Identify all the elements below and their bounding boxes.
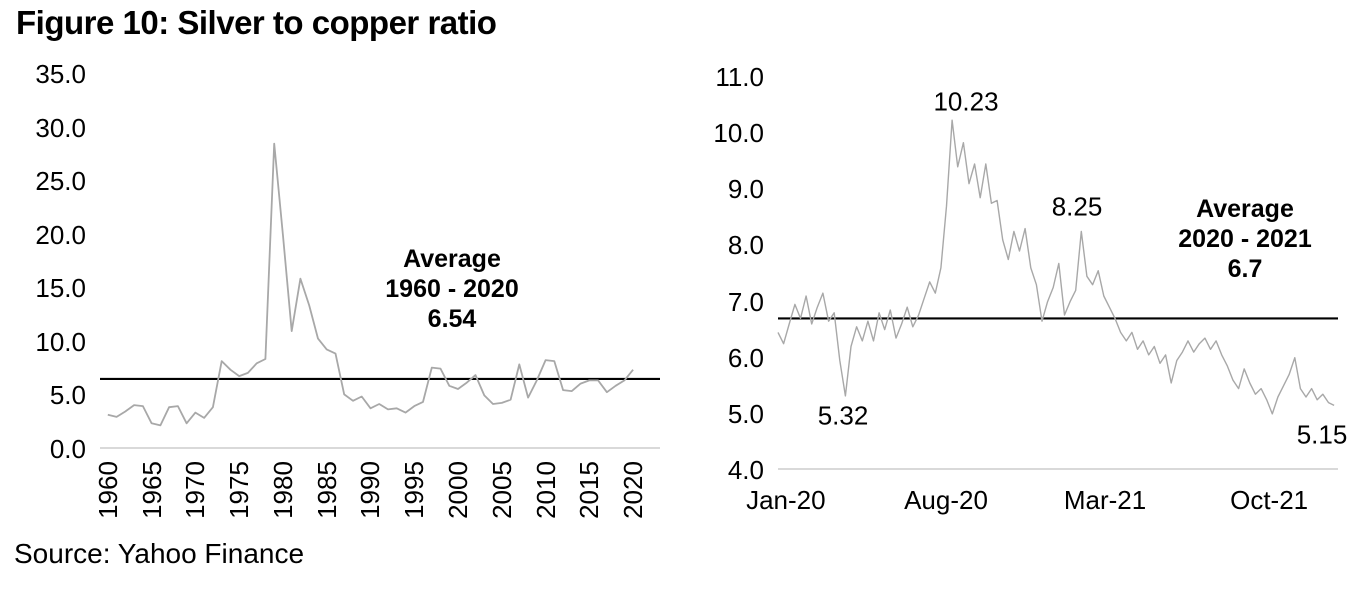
figure-title: Figure 10: Silver to copper ratio [16,4,497,41]
x-tick-label-left: 2005 [486,461,517,519]
x-tick-label-right: Oct-21 [1230,485,1309,515]
average-annotation-line: 1960 - 2020 [385,275,519,303]
x-tick-label-left: 1995 [399,461,430,519]
y-tick-label-left: 30.0 [35,112,86,143]
y-tick-label-right: 11.0 [715,62,764,92]
y-tick-label-left: 0.0 [49,434,86,464]
x-tick-label-left: 1965 [136,461,167,519]
source-note: Source: Yahoo Finance [14,538,305,569]
x-tick-label-left: 2015 [574,461,605,519]
average-annotation-line: Average [403,245,501,273]
y-tick-label-right: 5.0 [727,398,764,429]
average-annotation-line: 6.54 [427,305,477,333]
x-tick-label-right: Aug-20 [904,485,988,515]
x-tick-label-left: 2010 [530,461,561,519]
x-tick-label-left: 1970 [180,461,211,519]
x-tick-label-right: Mar-21 [1063,485,1147,515]
y-tick-label-left: 10.0 [35,326,86,357]
series-line-left [107,142,634,427]
x-tick-label-left: 1975 [224,461,255,519]
average-annotation-line: 6.7 [1227,255,1263,283]
y-tick-label-left: 20.0 [35,219,86,250]
y-tick-label-left: 35.0 [35,59,86,89]
data-point-label: 10.23 [933,86,999,117]
y-tick-label-left: 15.0 [35,273,86,304]
data-point-label: 8.25 [1051,191,1103,222]
y-tick-label-right: 9.0 [727,174,764,205]
average-annotation-left: Average 1960 - 2020 6.54 [385,244,518,334]
x-tick-label-left: 1990 [355,461,386,519]
x-tick-label-left: 2000 [442,461,473,519]
y-tick-label-left: 5.0 [49,380,86,411]
y-tick-label-right: 6.0 [727,342,764,373]
average-annotation-line: Average [1196,195,1294,223]
average-annotation-line: 2020 - 2021 [1178,225,1312,253]
average-annotation-right: Average 2020 - 2021 6.7 [1178,194,1311,284]
series-line-right [777,119,1335,415]
y-tick-label-right: 7.0 [727,286,764,317]
x-tick-label-left: 1985 [311,461,342,519]
x-tick-label-left: 2020 [618,461,649,519]
x-tick-label-left: 1960 [92,461,123,519]
right-chart-plot-area [777,119,1338,470]
x-tick-label-right: Jan-20 [746,485,826,515]
y-tick-label-right: 10.0 [713,118,764,149]
y-tick-label-right: 4.0 [727,455,764,485]
x-tick-label-left: 1980 [268,461,299,519]
y-tick-label-right: 8.0 [727,230,764,261]
y-tick-label-left: 25.0 [35,166,86,197]
left-chart-plot-area [100,142,660,449]
data-point-label: 5.15 [1296,419,1348,450]
data-point-label: 5.32 [817,400,869,431]
